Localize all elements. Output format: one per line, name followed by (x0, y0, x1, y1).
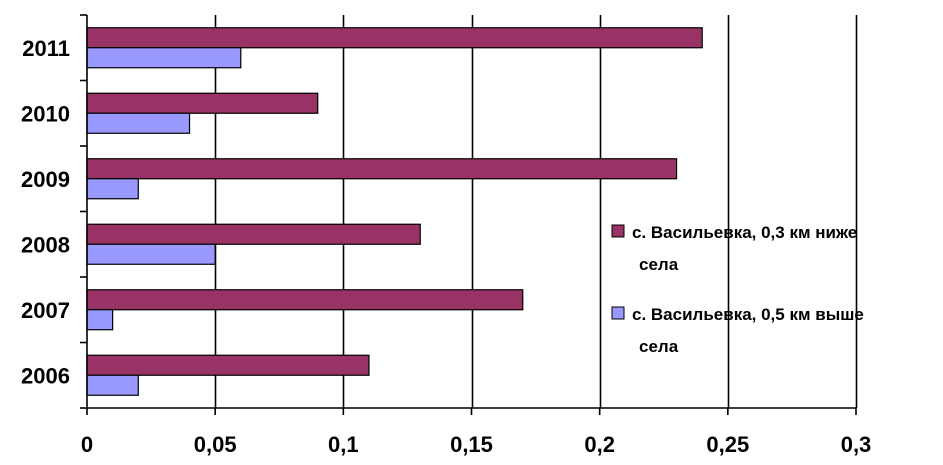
bar-series-1 (86, 92, 319, 114)
legend-label: с. Васильевка, 0,3 км ниже (632, 223, 857, 242)
legend-swatch-series-1 (611, 224, 625, 238)
legend-label: села (639, 255, 679, 274)
bar-series-2 (86, 47, 242, 69)
y-tick-label: 2007 (21, 298, 70, 323)
x-tick-label: 0,3 (841, 432, 872, 457)
y-tick-label: 2011 (22, 36, 70, 61)
bar-series-1 (86, 27, 703, 49)
x-tick-label: 0 (81, 432, 93, 457)
y-tick-label: 2010 (21, 101, 70, 126)
x-tick-label: 0,15 (450, 432, 493, 457)
gridlines (214, 15, 858, 408)
legend-label: с. Васильевка, 0,5 км выше (632, 305, 864, 324)
y-tick-labels: 2006 2007 2008 2009 2010 2011 (21, 36, 70, 389)
legend-label: села (639, 337, 679, 356)
x-tick-label: 0,25 (706, 432, 749, 457)
bar-series-2 (86, 243, 216, 265)
y-tick-label: 2006 (21, 363, 70, 388)
bar-series-2 (86, 112, 191, 134)
bar-series-1 (86, 354, 370, 376)
bar-series-1 (86, 223, 421, 245)
legend-swatch-series-2 (611, 306, 625, 320)
bar-series-2 (86, 178, 139, 200)
bar-series-2 (86, 309, 114, 331)
x-tick-label: 0,05 (194, 432, 237, 457)
bar-series-1 (86, 158, 678, 180)
legend: с. Васильевка, 0,3 км ниже села с. Василье… (611, 223, 864, 356)
axes (80, 14, 857, 415)
x-tick-label: 0,2 (584, 432, 615, 457)
y-tick-label: 2009 (21, 167, 70, 192)
x-tick-labels: 0 0,05 0,1 0,15 0,2 0,25 0,3 (81, 432, 871, 457)
x-tick-label: 0,1 (328, 432, 359, 457)
bar-series-2 (86, 374, 139, 396)
bars (86, 27, 703, 396)
bar-series-1 (86, 289, 524, 311)
y-tick-label: 2008 (21, 232, 70, 257)
